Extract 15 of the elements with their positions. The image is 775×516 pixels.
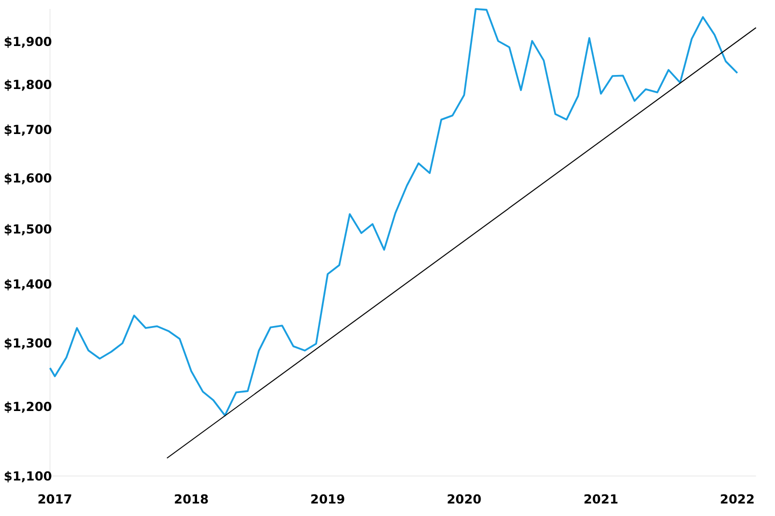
y-tick-label: $1,900	[4, 34, 52, 49]
x-tick-label: 2017	[37, 491, 72, 506]
x-tick-label: 2019	[310, 491, 346, 506]
y-tick-label: $1,800	[4, 76, 52, 92]
y-tick-label: $1,100	[4, 468, 52, 484]
y-tick-label: $1,600	[4, 170, 52, 186]
y-tick-label: $1,300	[4, 336, 52, 351]
y-tick-label: $1,400	[4, 276, 52, 292]
x-tick-label: 2021	[584, 491, 618, 506]
x-tick-label: 2020	[446, 491, 482, 506]
x-tick-label: 2018	[174, 491, 209, 506]
x-tick-label: 2022	[720, 491, 755, 506]
y-tick-label: $1,700	[4, 122, 52, 138]
y-tick-label: $1,500	[4, 222, 52, 237]
y-tick-label: $1,200	[4, 399, 52, 414]
